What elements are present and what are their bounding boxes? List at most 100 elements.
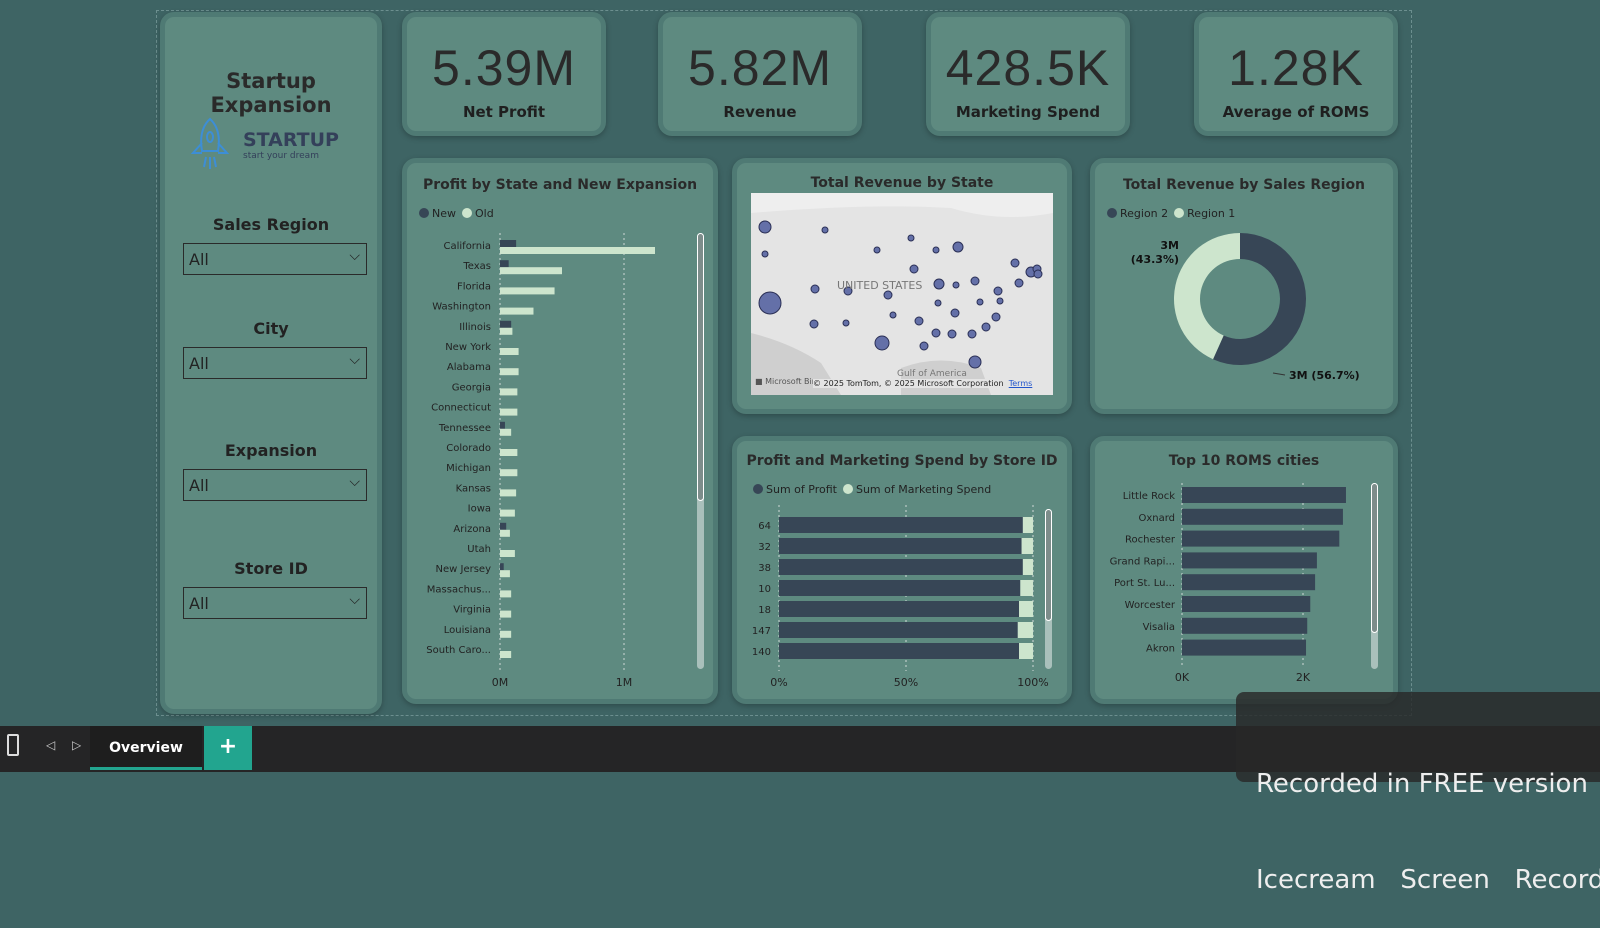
scrollbar[interactable] [697, 233, 704, 669]
chart-title: Total Revenue by State [810, 175, 994, 191]
map-bubble [919, 341, 929, 351]
slicer-value: All [189, 250, 209, 269]
category-label: Utah [467, 544, 491, 555]
kpi-revenue: 5.82M Revenue [658, 12, 862, 136]
category-label: Kansas [456, 483, 491, 494]
map-bubble [761, 250, 769, 258]
category-label: 140 [752, 647, 771, 658]
map-bubble [991, 312, 1001, 322]
category-label: 38 [758, 563, 771, 574]
bar-profit [779, 517, 1023, 533]
map-gulf-label: Gulf of America [897, 369, 967, 379]
category-label: Michigan [446, 463, 491, 474]
map-bubble [883, 290, 893, 300]
category-label: California [444, 241, 492, 252]
bar-profit [779, 538, 1022, 554]
legend-item-region-1[interactable]: Region 1 [1174, 207, 1235, 220]
map-bubble [950, 308, 960, 318]
logo-tagline: start your dream [243, 151, 319, 161]
canvas-frame [156, 10, 1412, 716]
legend-item-marketing[interactable]: Sum of Marketing Spend [842, 483, 991, 496]
tab-overview[interactable]: Overview [90, 726, 202, 770]
previous-page-icon[interactable]: ◁ [46, 738, 56, 752]
bar-old [500, 307, 534, 315]
kpi-label: Marketing Spend [955, 103, 1101, 121]
category-label: Alabama [447, 362, 491, 373]
map-bubble [842, 319, 850, 327]
slicer-expansion[interactable]: All ⌵ [183, 469, 367, 501]
kpi-label: Revenue [723, 103, 797, 121]
slicer-label-city: City [253, 319, 289, 338]
slicer-value: All [189, 594, 209, 613]
profit-marketing-by-store-chart: Profit and Marketing Spend by Store ID S… [732, 436, 1072, 704]
add-page-button[interactable]: + [204, 726, 252, 770]
mobile-layout-icon[interactable] [7, 734, 19, 756]
bar-old [500, 529, 510, 537]
scrollbar[interactable] [1371, 483, 1378, 669]
map-bubble [967, 329, 977, 339]
legend-item-old[interactable]: Old [462, 207, 494, 220]
bar-new [500, 240, 517, 247]
chart-legend: Sum of Profit Sum of Marketing Spend [753, 483, 991, 496]
category-label: Akron [1146, 644, 1175, 655]
sidebar-panel: Startup Expansion STARTUP start your dre… [160, 12, 382, 714]
map-canvas[interactable]: UNITED STATES Gulf of America ■ Microsof… [751, 193, 1053, 395]
bar-new [500, 563, 504, 571]
bar-roms [1182, 487, 1346, 503]
roms-plot: Little Rock Oxnard Rochester Grand Rapi... P… [1110, 483, 1346, 684]
map-bubble [874, 335, 890, 351]
map-bubble [758, 291, 782, 315]
kpi-average-roms: 1.28K Average of ROMS [1194, 12, 1398, 136]
category-label: 64 [758, 521, 771, 532]
bar-profit [779, 580, 1021, 596]
bar-roms [1182, 508, 1343, 525]
category-label: Tennessee [438, 423, 491, 434]
legend-item-new[interactable]: New [419, 207, 456, 220]
bar-old [500, 388, 518, 396]
recorder-watermark: Recorded in FREE version Icecream Screen… [1236, 692, 1600, 895]
chart-title: Profit by State and New Expansion [422, 177, 698, 193]
map-bubble [947, 329, 957, 339]
category-label: Virginia [453, 605, 491, 616]
store-plot: 64 32 38 10 18 147 140 0% 50% 100% [752, 505, 1049, 689]
x-tick-label: 1M [616, 676, 633, 689]
category-label: New Jersey [436, 564, 492, 575]
terms-link[interactable]: Terms [1008, 379, 1033, 388]
donut-plot: 3M (56.7%) 3M(43.3%) [1131, 233, 1360, 382]
scrollbar-thumb[interactable] [697, 233, 704, 501]
bar-marketing [1022, 517, 1033, 533]
slicer-city[interactable]: All ⌵ [183, 347, 367, 379]
chevron-down-icon: ⌵ [349, 592, 360, 608]
category-label: Little Rock [1123, 491, 1175, 502]
data-label: 3M [1160, 239, 1179, 252]
slicer-sales-region[interactable]: All ⌵ [183, 243, 367, 275]
map-bubble [932, 246, 940, 254]
category-label: Washington [432, 302, 491, 313]
scrollbar-thumb[interactable] [1045, 509, 1052, 621]
chevron-down-icon: ⌵ [349, 474, 360, 490]
legend-item-region-2[interactable]: Region 2 [1107, 207, 1168, 220]
map-country-label: UNITED STATES [837, 279, 923, 292]
startup-logo: STARTUP start your dream [189, 117, 359, 173]
category-label: Georgia [452, 382, 491, 393]
map-bubbles [751, 193, 1053, 395]
revenue-by-region-chart: Total Revenue by Sales Region Region 2 R… [1090, 158, 1398, 414]
map-bubble [889, 311, 897, 319]
bar-old [500, 509, 515, 517]
next-page-icon[interactable]: ▷ [72, 738, 82, 752]
scrollbar-thumb[interactable] [1371, 483, 1378, 633]
bar-new [500, 421, 505, 429]
slicer-label-sales-region: Sales Region [212, 215, 330, 234]
donut-slice-region-2 [1213, 233, 1306, 365]
x-tick-label: 0K [1175, 671, 1190, 684]
category-label: Connecticut [431, 403, 491, 414]
kpi-value: 5.82M [688, 40, 832, 96]
legend-item-profit[interactable]: Sum of Profit [753, 483, 837, 496]
category-label: Florida [457, 281, 491, 292]
bar-roms [1182, 617, 1308, 634]
slicer-store-id[interactable]: All ⌵ [183, 587, 367, 619]
scrollbar[interactable] [1045, 509, 1052, 669]
bar-old [500, 247, 655, 254]
slicer-label-store-id: Store ID [234, 559, 308, 578]
bar-old [500, 348, 519, 355]
